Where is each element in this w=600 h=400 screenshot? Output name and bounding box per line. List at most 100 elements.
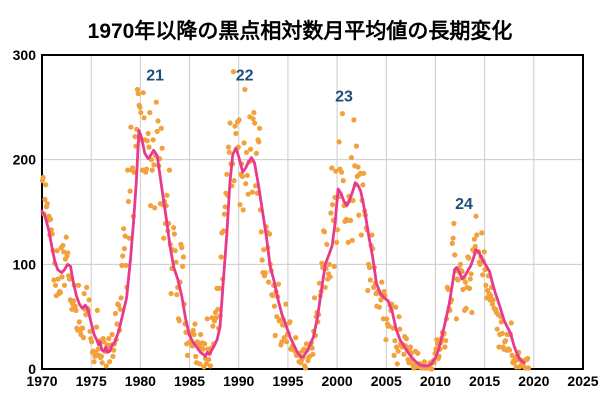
data-point <box>319 260 325 266</box>
data-point <box>403 336 409 342</box>
data-point <box>252 120 258 126</box>
data-point <box>172 248 178 254</box>
x-tick-label-1985: 1985 <box>174 373 205 389</box>
data-point <box>262 270 268 276</box>
data-point <box>303 341 309 347</box>
data-point <box>120 253 126 259</box>
data-point <box>192 321 198 327</box>
data-point <box>270 293 276 299</box>
data-point <box>111 347 117 353</box>
data-point <box>457 261 464 267</box>
data-point <box>101 339 107 345</box>
data-point <box>65 250 71 256</box>
data-point <box>152 205 158 211</box>
x-tick-label-2005: 2005 <box>371 373 402 389</box>
data-point <box>249 189 255 195</box>
x-axis-labels: 1970 1975 1980 1985 1990 1995 2000 2005 2010 2015… <box>26 373 598 389</box>
data-point <box>334 239 340 245</box>
data-point <box>71 298 77 304</box>
data-point <box>94 307 100 313</box>
data-point <box>274 314 280 320</box>
data-point <box>466 285 473 291</box>
data-point <box>200 346 206 352</box>
data-point <box>145 130 151 137</box>
data-point <box>275 281 282 287</box>
data-point <box>365 287 371 294</box>
data-point <box>227 120 233 126</box>
data-point <box>381 288 387 295</box>
data-point <box>221 211 227 217</box>
data-point <box>55 276 61 282</box>
data-point <box>468 271 474 277</box>
data-point <box>245 191 251 197</box>
data-point <box>407 344 414 350</box>
data-point <box>173 259 179 265</box>
data-point <box>107 359 113 365</box>
data-point <box>355 164 361 170</box>
data-point <box>429 366 435 372</box>
data-point <box>349 237 355 243</box>
data-point <box>42 196 48 202</box>
data-point <box>148 203 154 209</box>
x-tick-label-1970: 1970 <box>26 373 57 389</box>
data-point <box>59 274 65 280</box>
data-point <box>207 363 213 369</box>
data-point <box>310 351 316 357</box>
data-point <box>339 169 345 175</box>
data-point <box>283 301 289 307</box>
data-point <box>356 212 362 218</box>
data-point <box>322 284 328 290</box>
data-point <box>213 315 219 321</box>
data-point <box>240 207 246 213</box>
data-point <box>221 228 227 234</box>
data-point <box>48 216 54 222</box>
data-point <box>309 345 315 351</box>
data-point <box>242 86 248 93</box>
data-point <box>190 327 196 333</box>
data-point <box>98 353 104 359</box>
data-point <box>69 306 75 312</box>
data-point <box>184 352 191 358</box>
data-point <box>326 261 332 267</box>
data-point <box>161 235 167 241</box>
data-point <box>193 353 199 359</box>
data-point <box>406 360 412 366</box>
data-point <box>463 305 469 311</box>
data-point <box>284 339 290 345</box>
data-point <box>271 303 277 309</box>
data-point <box>394 361 400 367</box>
data-point <box>110 353 116 359</box>
data-point <box>250 116 256 122</box>
data-point <box>122 233 128 239</box>
data-point <box>87 328 93 334</box>
data-point <box>117 306 123 312</box>
data-point <box>397 326 403 332</box>
data-point <box>158 125 164 131</box>
data-point <box>72 303 78 309</box>
data-point <box>61 249 67 255</box>
data-point <box>119 262 125 268</box>
data-point <box>525 355 531 362</box>
data-point <box>336 139 342 145</box>
data-point <box>462 279 468 285</box>
data-point <box>453 316 459 322</box>
data-point <box>248 146 254 152</box>
data-point <box>330 202 336 208</box>
data-point <box>443 338 449 344</box>
data-point <box>293 335 299 341</box>
data-point <box>334 227 341 233</box>
data-point <box>112 310 118 317</box>
data-point <box>445 286 451 293</box>
data-point <box>316 280 323 286</box>
data-point <box>61 282 68 288</box>
data-point <box>237 202 243 208</box>
data-point <box>244 172 250 178</box>
data-point <box>226 149 232 155</box>
data-point <box>358 232 364 238</box>
data-point <box>473 213 479 219</box>
data-point <box>311 295 318 301</box>
data-point <box>86 297 92 303</box>
data-point <box>391 352 397 358</box>
data-point <box>153 99 159 105</box>
